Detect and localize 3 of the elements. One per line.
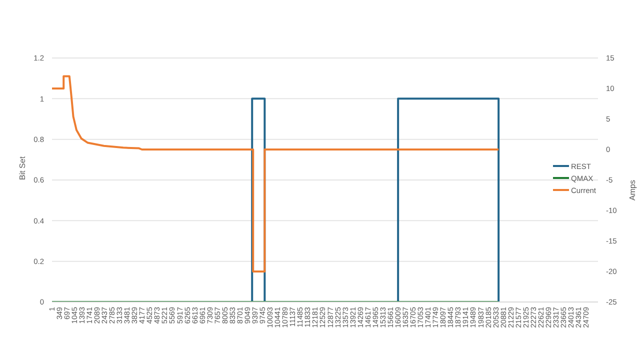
y2-axis-title: Amps — [628, 180, 637, 200]
line-series — [52, 75, 500, 272]
y-axis-title: Bit Set — [18, 156, 27, 180]
